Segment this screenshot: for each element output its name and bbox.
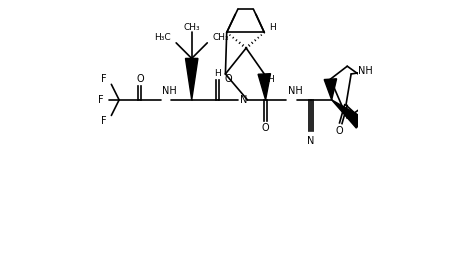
Text: H₃C: H₃C (154, 33, 171, 42)
Text: H: H (214, 69, 221, 79)
Text: O: O (136, 74, 143, 84)
Text: NH: NH (287, 86, 302, 96)
Text: F: F (101, 74, 106, 84)
Polygon shape (258, 74, 270, 100)
Text: NH: NH (162, 86, 176, 96)
Text: H: H (269, 23, 276, 32)
Polygon shape (185, 58, 197, 100)
Text: F: F (101, 116, 106, 126)
Polygon shape (331, 100, 364, 128)
Text: O: O (335, 126, 343, 136)
Text: O: O (261, 123, 269, 133)
Text: F: F (98, 95, 104, 105)
Text: CH₃: CH₃ (183, 23, 200, 32)
Polygon shape (324, 79, 336, 100)
Text: N: N (239, 95, 247, 105)
Text: H: H (266, 75, 273, 84)
Text: O: O (224, 74, 231, 84)
Text: NH: NH (357, 66, 372, 77)
Text: CH₃: CH₃ (212, 33, 228, 42)
Text: N: N (307, 136, 314, 146)
